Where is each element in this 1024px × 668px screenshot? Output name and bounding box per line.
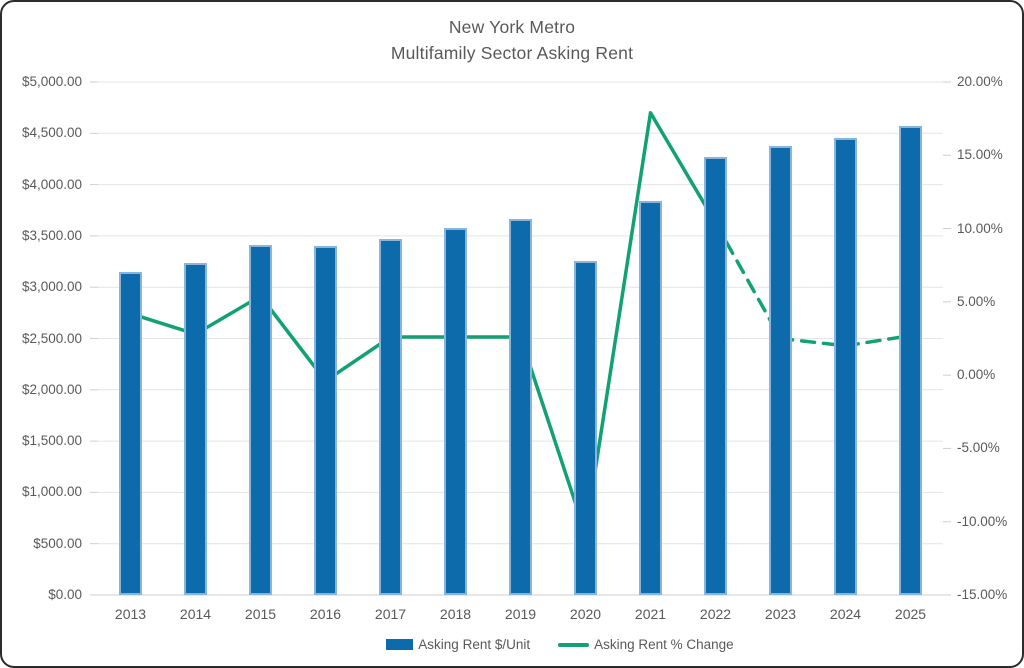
pct-change-line-actual	[128, 111, 718, 536]
chart-title-line1: New York Metro	[448, 17, 576, 37]
bar-series-swatch-icon	[386, 639, 414, 650]
line-series-swatch-icon	[558, 642, 590, 647]
x-axis-label-2016: 2016	[309, 606, 342, 622]
right-axis-label: 5.00%	[957, 293, 996, 309]
right-axis-label: 15.00%	[957, 147, 1003, 163]
bar-2024	[834, 137, 857, 595]
left-axis-label: $4,500.00	[21, 125, 82, 141]
pct-change-line-forecast	[713, 220, 913, 348]
bar-2016	[314, 246, 337, 595]
legend-item-pct-change: Asking Rent % Change	[558, 637, 734, 652]
left-axis-label: $500.00	[33, 535, 82, 551]
x-axis-label-2017: 2017	[374, 606, 407, 622]
x-axis-label-2018: 2018	[439, 606, 472, 622]
x-axis-label-2021: 2021	[634, 606, 667, 622]
bar-2022	[704, 157, 727, 595]
legend-item-asking-rent: Asking Rent $/Unit	[386, 637, 530, 652]
bar-2014	[184, 263, 207, 595]
right-axis-label: 10.00%	[957, 220, 1003, 236]
right-axis-label: 20.00%	[957, 74, 1003, 89]
right-axis-label: -15.00%	[957, 587, 1008, 602]
left-axis-label: $4,000.00	[21, 176, 82, 192]
bar-2018	[444, 228, 467, 595]
bar-2017	[379, 239, 402, 595]
left-axis-label: $0.00	[48, 587, 82, 602]
left-axis-label: $2,500.00	[21, 330, 82, 346]
bar-2021	[639, 201, 662, 595]
chart-title-line2: Multifamily Sector Asking Rent	[390, 43, 634, 63]
left-axis-label: $2,000.00	[21, 381, 82, 397]
chart-title: New York Metro Multifamily Sector Asking…	[2, 14, 1022, 66]
bar-2019	[509, 218, 532, 595]
x-axis-label-2015: 2015	[244, 606, 277, 622]
bar-2023	[769, 146, 792, 595]
left-axis-label: $3,000.00	[21, 279, 82, 295]
x-axis-label-2025: 2025	[894, 606, 927, 622]
x-axis-label-2013: 2013	[114, 606, 147, 622]
right-axis-label: -10.00%	[957, 513, 1008, 529]
x-axis-label-2019: 2019	[504, 606, 537, 622]
legend-label-pct-change: Asking Rent % Change	[594, 637, 734, 652]
left-axis-label: $5,000.00	[21, 74, 82, 89]
bar-2015	[249, 245, 272, 595]
right-axis-label: -5.00%	[957, 440, 1000, 456]
legend-label-asking-rent: Asking Rent $/Unit	[418, 637, 531, 652]
right-axis-label: 0.00%	[957, 367, 996, 383]
left-axis-label: $1,500.00	[21, 433, 82, 449]
legend: Asking Rent $/Unit Asking Rent % Change	[98, 637, 1022, 652]
left-axis-label: $3,500.00	[21, 227, 82, 243]
bar-2020	[574, 260, 597, 595]
left-axis-label: $1,000.00	[21, 484, 82, 500]
x-axis-label-2022: 2022	[699, 606, 732, 622]
x-axis-label-2020: 2020	[569, 606, 602, 622]
bar-2013	[119, 272, 142, 595]
bar-2025	[899, 125, 922, 595]
x-axis-label-2014: 2014	[179, 606, 212, 622]
x-axis-label-2024: 2024	[829, 606, 862, 622]
x-axis-label-2023: 2023	[764, 606, 797, 622]
